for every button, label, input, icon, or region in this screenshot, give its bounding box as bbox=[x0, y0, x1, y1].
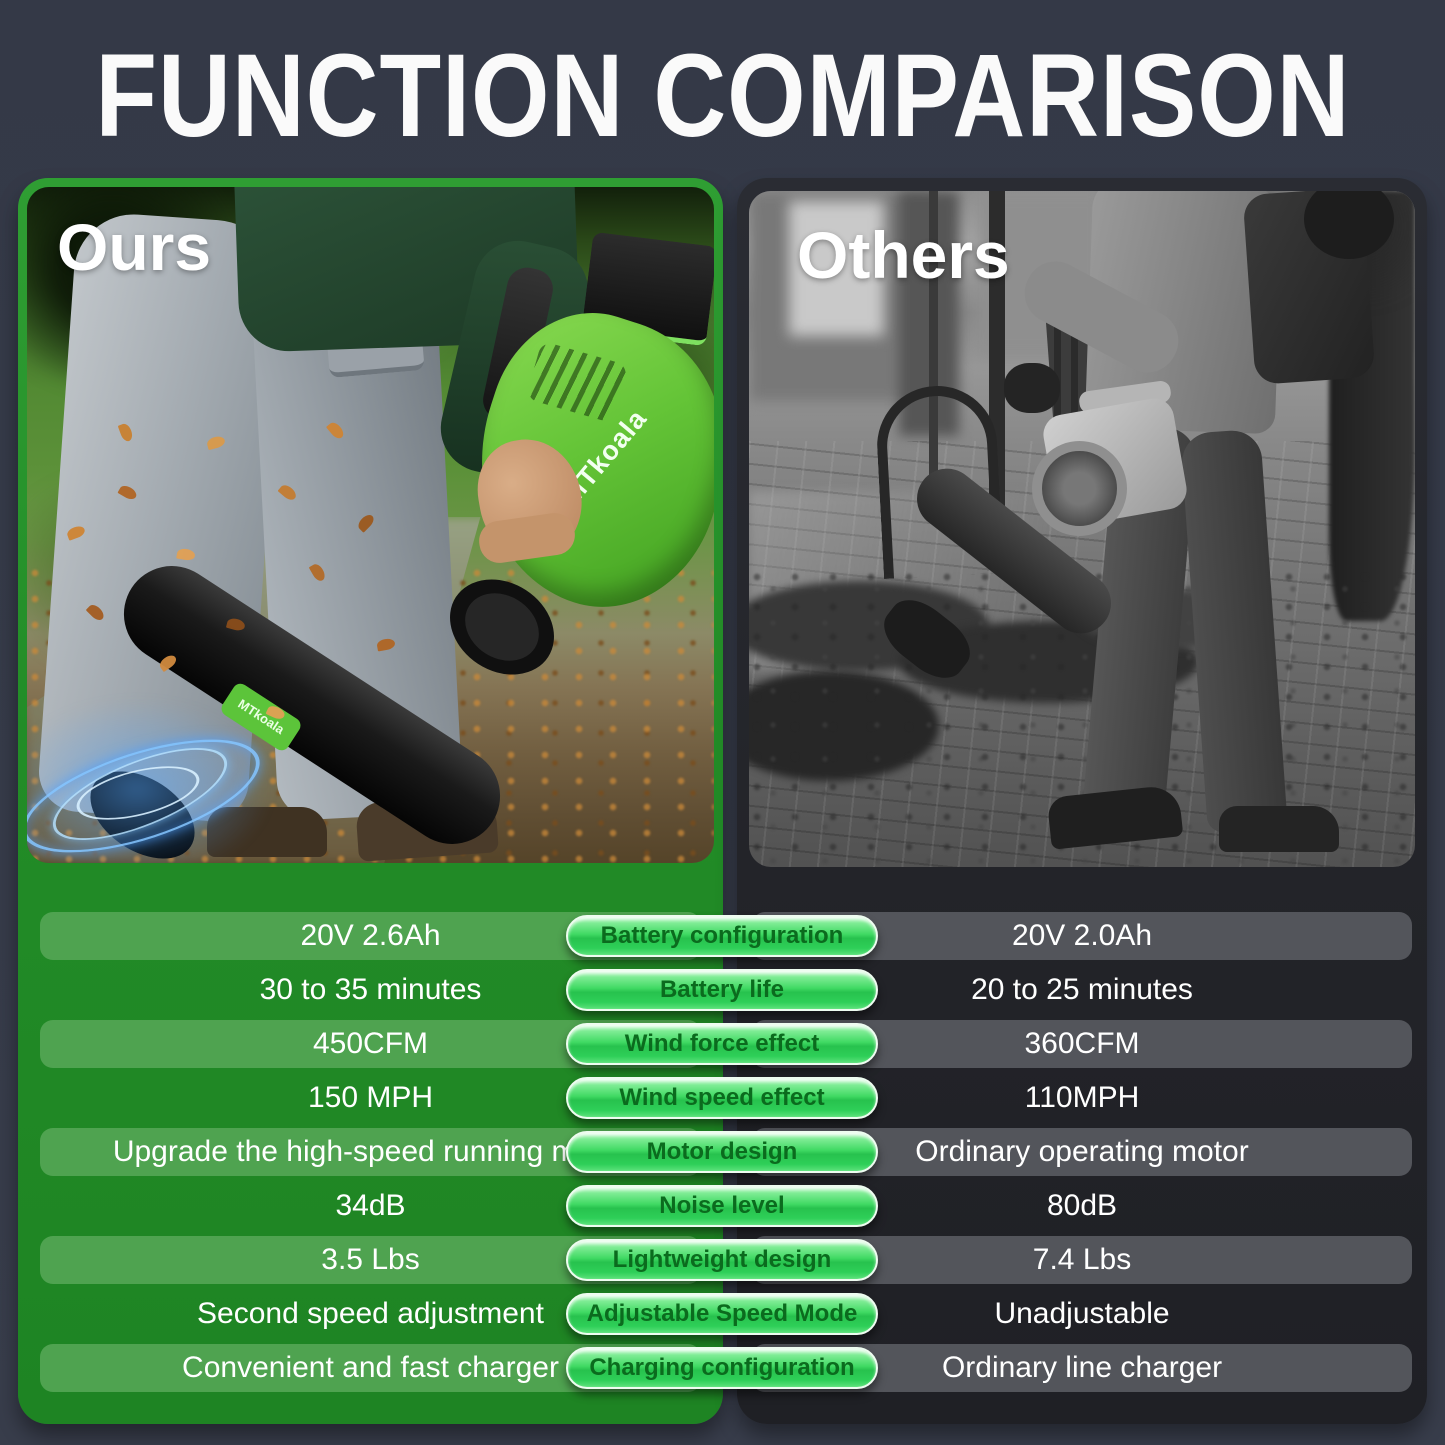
air-glow bbox=[27, 699, 272, 863]
feature-pill: Lightweight design bbox=[566, 1239, 878, 1281]
feature-pill: Battery life bbox=[566, 969, 878, 1011]
feature-pill: Motor design bbox=[566, 1131, 878, 1173]
sign-pole bbox=[929, 191, 938, 491]
others-photo: Others bbox=[749, 191, 1415, 867]
others-value: 110MPH bbox=[1024, 1081, 1140, 1114]
feature-pill: Battery configuration bbox=[566, 915, 878, 957]
ours-panel: MTkoala MTkoala bbox=[18, 178, 723, 1424]
others-value: 20 to 25 minutes bbox=[971, 973, 1193, 1006]
ours-value: 34dB bbox=[335, 1189, 406, 1222]
others-blower-fan bbox=[1032, 441, 1127, 536]
ours-value: Second speed adjustment bbox=[197, 1297, 544, 1330]
others-panel: Others 20V 2.0Ah 20 to 25 minutes 360CFM… bbox=[737, 178, 1427, 1424]
sign-pole bbox=[989, 191, 1005, 551]
ours-value: 30 to 35 minutes bbox=[259, 973, 482, 1006]
feature-pill: Wind speed effect bbox=[566, 1077, 878, 1119]
helmet bbox=[1304, 191, 1394, 259]
feature-pill: Noise level bbox=[566, 1185, 878, 1227]
ours-label: Ours bbox=[57, 210, 212, 284]
ours-value: 150 MPH bbox=[307, 1081, 434, 1114]
person-glove bbox=[1004, 363, 1060, 413]
storefront-window bbox=[789, 201, 884, 336]
feature-pill: Adjustable Speed Mode bbox=[566, 1293, 878, 1335]
feature-pill: Wind force effect bbox=[566, 1023, 878, 1065]
others-value: Unadjustable bbox=[994, 1297, 1170, 1330]
feature-pill: Charging configuration bbox=[566, 1347, 878, 1389]
person-boot bbox=[1219, 806, 1339, 852]
others-value: 80dB bbox=[1046, 1189, 1118, 1222]
ours-photo: MTkoala MTkoala bbox=[27, 187, 714, 863]
page-title: FUNCTION COMPARISON bbox=[94, 31, 1351, 163]
others-label: Others bbox=[797, 218, 1010, 292]
